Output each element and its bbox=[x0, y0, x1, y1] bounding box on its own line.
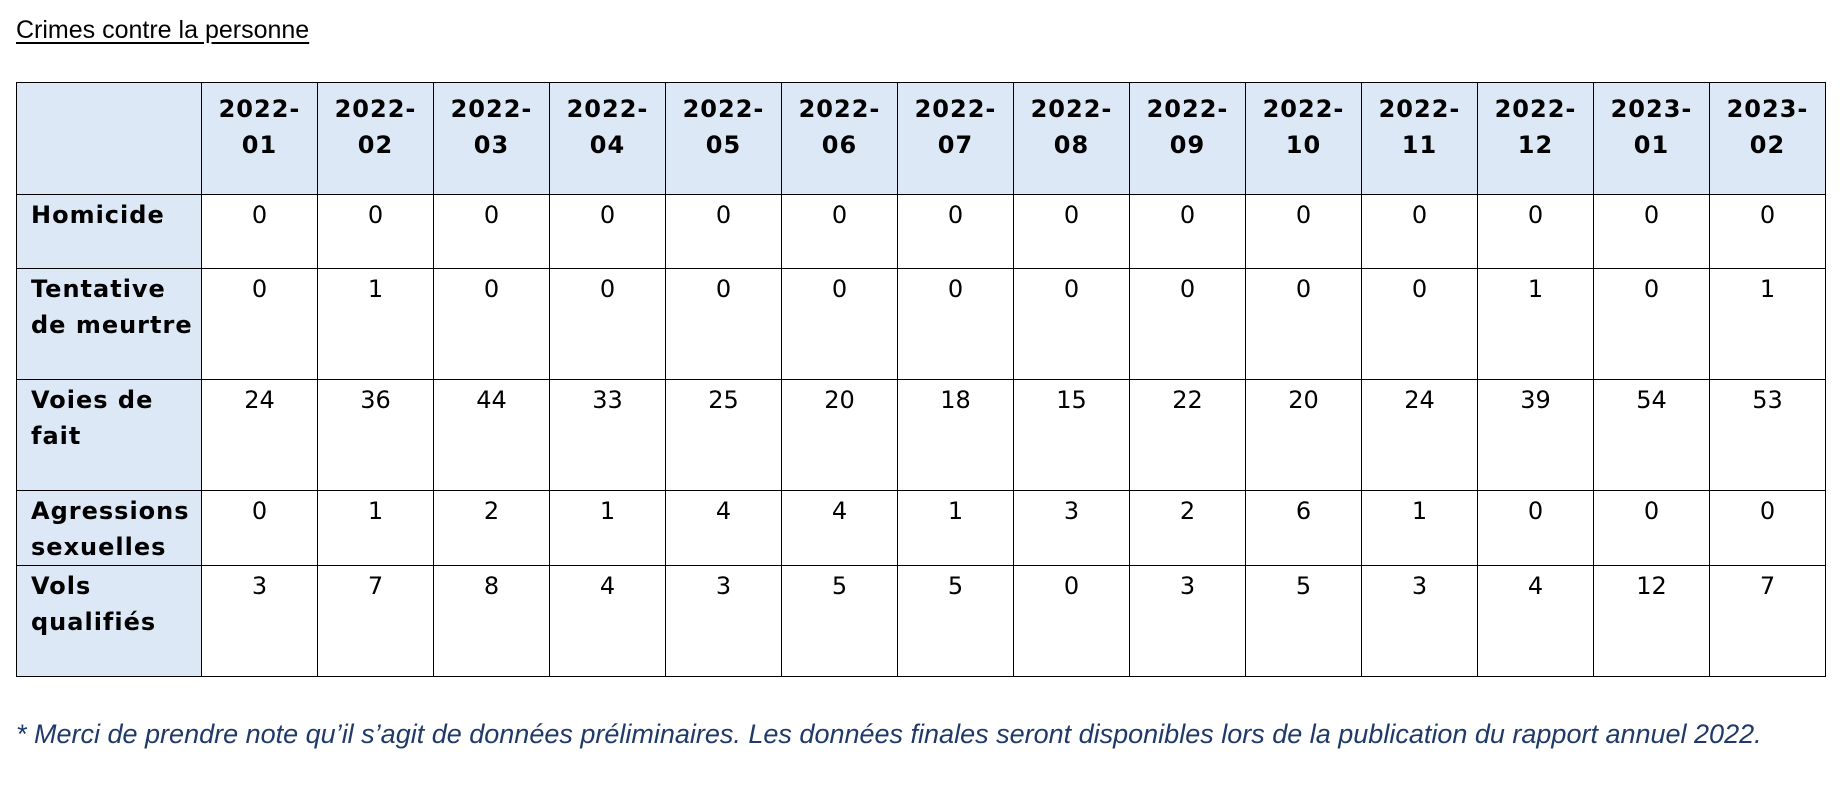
table-header-row: 2022-01 2022-02 2022-03 2022-04 2022-05 … bbox=[16, 82, 1826, 195]
table-cell: 0 bbox=[1593, 194, 1710, 269]
table-cell: 0 bbox=[1245, 194, 1362, 269]
column-header: 2022-06 bbox=[781, 82, 898, 195]
table-cell: 4 bbox=[665, 490, 782, 566]
table-cell: 0 bbox=[1477, 194, 1594, 269]
table-cell: 0 bbox=[1593, 490, 1710, 566]
crime-statistics-table: 2022-01 2022-02 2022-03 2022-04 2022-05 … bbox=[16, 82, 1826, 677]
table-cell: 1 bbox=[897, 490, 1014, 566]
section-title: Crimes contre la personne bbox=[16, 16, 310, 44]
table-cell: 0 bbox=[665, 268, 782, 380]
table-cell: 0 bbox=[665, 194, 782, 269]
table-cell: 0 bbox=[781, 268, 898, 380]
column-header: 2022-10 bbox=[1245, 82, 1362, 195]
table-cell: 8 bbox=[433, 565, 550, 677]
table-cell: 0 bbox=[1361, 194, 1478, 269]
table-cell: 3 bbox=[1361, 565, 1478, 677]
column-header: 2022-12 bbox=[1477, 82, 1594, 195]
table-cell: 24 bbox=[201, 379, 318, 491]
table-cell: 0 bbox=[1361, 268, 1478, 380]
table-cell: 0 bbox=[433, 194, 550, 269]
table-cell: 3 bbox=[201, 565, 318, 677]
column-header: 2022-08 bbox=[1013, 82, 1130, 195]
column-header: 2022-05 bbox=[665, 82, 782, 195]
table-cell: 7 bbox=[1709, 565, 1826, 677]
column-header: 2022-09 bbox=[1129, 82, 1246, 195]
table-cell: 0 bbox=[549, 194, 666, 269]
table-row: Tentative de meurtre 0 1 0 0 0 0 0 0 0 0… bbox=[16, 268, 1826, 380]
table-cell: 44 bbox=[433, 379, 550, 491]
table-cell: 15 bbox=[1013, 379, 1130, 491]
column-header: 2023-02 bbox=[1709, 82, 1826, 195]
column-header: 2022-11 bbox=[1361, 82, 1478, 195]
table-cell: 1 bbox=[1477, 268, 1594, 380]
table-cell: 0 bbox=[433, 268, 550, 380]
table-cell: 1 bbox=[1709, 268, 1826, 380]
table-cell: 0 bbox=[1709, 490, 1826, 566]
table-cell: 0 bbox=[317, 194, 434, 269]
table-cell: 4 bbox=[781, 490, 898, 566]
table-row: Vols qualifiés 3 7 8 4 3 5 5 0 3 5 3 4 1… bbox=[16, 565, 1826, 677]
table-cell: 0 bbox=[201, 490, 318, 566]
column-header: 2022-04 bbox=[549, 82, 666, 195]
column-header: 2023-01 bbox=[1593, 82, 1710, 195]
preliminary-data-footnote: * Merci de prendre note qu’il s’agit de … bbox=[16, 719, 1762, 749]
row-label: Tentative de meurtre bbox=[16, 268, 202, 380]
column-header: 2022-03 bbox=[433, 82, 550, 195]
table-row: Agressions sexuelles 0 1 2 1 4 4 1 3 2 6… bbox=[16, 490, 1826, 566]
table-cell: 12 bbox=[1593, 565, 1710, 677]
table-cell: 18 bbox=[897, 379, 1014, 491]
table-cell: 4 bbox=[549, 565, 666, 677]
table-cell: 0 bbox=[1245, 268, 1362, 380]
table-cell: 0 bbox=[1013, 194, 1130, 269]
table-cell: 36 bbox=[317, 379, 434, 491]
table-cell: 1 bbox=[549, 490, 666, 566]
table-cell: 2 bbox=[433, 490, 550, 566]
row-label: Agressions sexuelles bbox=[16, 490, 202, 566]
table-cell: 0 bbox=[1129, 268, 1246, 380]
table-row: Voies de fait 24 36 44 33 25 20 18 15 22… bbox=[16, 379, 1826, 491]
column-header: 2022-07 bbox=[897, 82, 1014, 195]
table-cell: 0 bbox=[1593, 268, 1710, 380]
table-cell: 33 bbox=[549, 379, 666, 491]
table-cell: 3 bbox=[665, 565, 782, 677]
table-cell: 5 bbox=[1245, 565, 1362, 677]
row-label: Voies de fait bbox=[16, 379, 202, 491]
table-cell: 0 bbox=[201, 268, 318, 380]
table-row: Homicide 0 0 0 0 0 0 0 0 0 0 0 0 0 0 bbox=[16, 194, 1826, 269]
table-cell: 0 bbox=[1477, 490, 1594, 566]
table-cell: 0 bbox=[897, 268, 1014, 380]
table-cell: 3 bbox=[1013, 490, 1130, 566]
row-label: Vols qualifiés bbox=[16, 565, 202, 677]
column-header: 2022-02 bbox=[317, 82, 434, 195]
table-cell: 0 bbox=[549, 268, 666, 380]
table-cell: 6 bbox=[1245, 490, 1362, 566]
table-cell: 53 bbox=[1709, 379, 1826, 491]
table-cell: 1 bbox=[317, 490, 434, 566]
table-cell: 0 bbox=[1709, 194, 1826, 269]
table-cell: 5 bbox=[897, 565, 1014, 677]
table-cell: 7 bbox=[317, 565, 434, 677]
table-cell: 1 bbox=[317, 268, 434, 380]
table-cell: 0 bbox=[897, 194, 1014, 269]
table-cell: 20 bbox=[1245, 379, 1362, 491]
table-cell: 3 bbox=[1129, 565, 1246, 677]
corner-cell bbox=[16, 82, 202, 195]
table-cell: 24 bbox=[1361, 379, 1478, 491]
table-cell: 0 bbox=[201, 194, 318, 269]
table-cell: 5 bbox=[781, 565, 898, 677]
table-cell: 4 bbox=[1477, 565, 1594, 677]
table-cell: 0 bbox=[781, 194, 898, 269]
table-cell: 22 bbox=[1129, 379, 1246, 491]
column-header: 2022-01 bbox=[201, 82, 318, 195]
table-cell: 1 bbox=[1361, 490, 1478, 566]
table-cell: 25 bbox=[665, 379, 782, 491]
table-cell: 0 bbox=[1129, 194, 1246, 269]
row-label: Homicide bbox=[16, 194, 202, 269]
table-cell: 20 bbox=[781, 379, 898, 491]
table-cell: 54 bbox=[1593, 379, 1710, 491]
table-cell: 2 bbox=[1129, 490, 1246, 566]
table-cell: 39 bbox=[1477, 379, 1594, 491]
table-cell: 0 bbox=[1013, 565, 1130, 677]
table-cell: 0 bbox=[1013, 268, 1130, 380]
